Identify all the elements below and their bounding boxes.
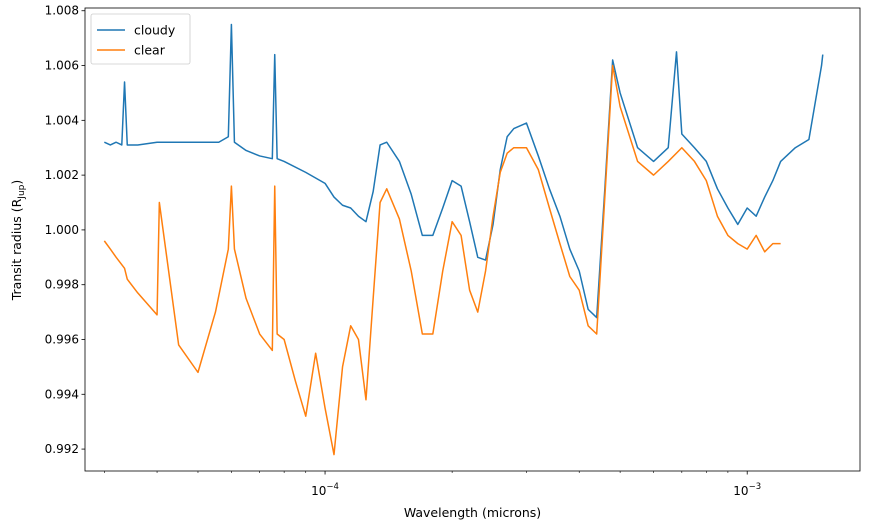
series-layer — [103, 23, 824, 456]
series-line-clear — [103, 64, 781, 456]
y-tick-label: 1.008 — [45, 4, 79, 18]
x-tick-label: 10−3 — [733, 482, 761, 498]
y-tick-label: 0.996 — [45, 332, 79, 346]
legend-box — [90, 13, 191, 65]
legend-label-cloudy: cloudy — [134, 23, 176, 38]
plot-area — [85, 8, 860, 471]
y-tick-label: 1.002 — [45, 168, 79, 182]
y-tick-label: 1.000 — [45, 223, 79, 237]
y-axis-label-subscript: Jup — [17, 184, 27, 199]
y-axis-label: Transit radius (RJup) — [9, 180, 27, 302]
x-tick-label: 10−4 — [311, 482, 339, 498]
legend: cloudy clear — [90, 13, 191, 65]
plot-frame — [84, 7, 861, 472]
x-axis-label: Wavelength (microns) — [404, 505, 541, 520]
series-line-cloudy — [104, 23, 824, 319]
y-tick-label: 0.992 — [45, 442, 79, 456]
y-axis-label-main: Transit radius (R — [9, 198, 24, 301]
y-tick-label: 0.998 — [45, 278, 79, 292]
tick-layer: 0.992 0.994 0.996 0.998 1.000 1.002 1.004 1.006… — [45, 4, 761, 498]
legend-label-clear: clear — [134, 43, 166, 58]
y-tick-label: 0.994 — [45, 387, 79, 401]
y-tick-label: 1.006 — [45, 59, 79, 73]
y-axis-label-close: ) — [9, 180, 24, 185]
y-tick-label: 1.004 — [45, 113, 79, 127]
